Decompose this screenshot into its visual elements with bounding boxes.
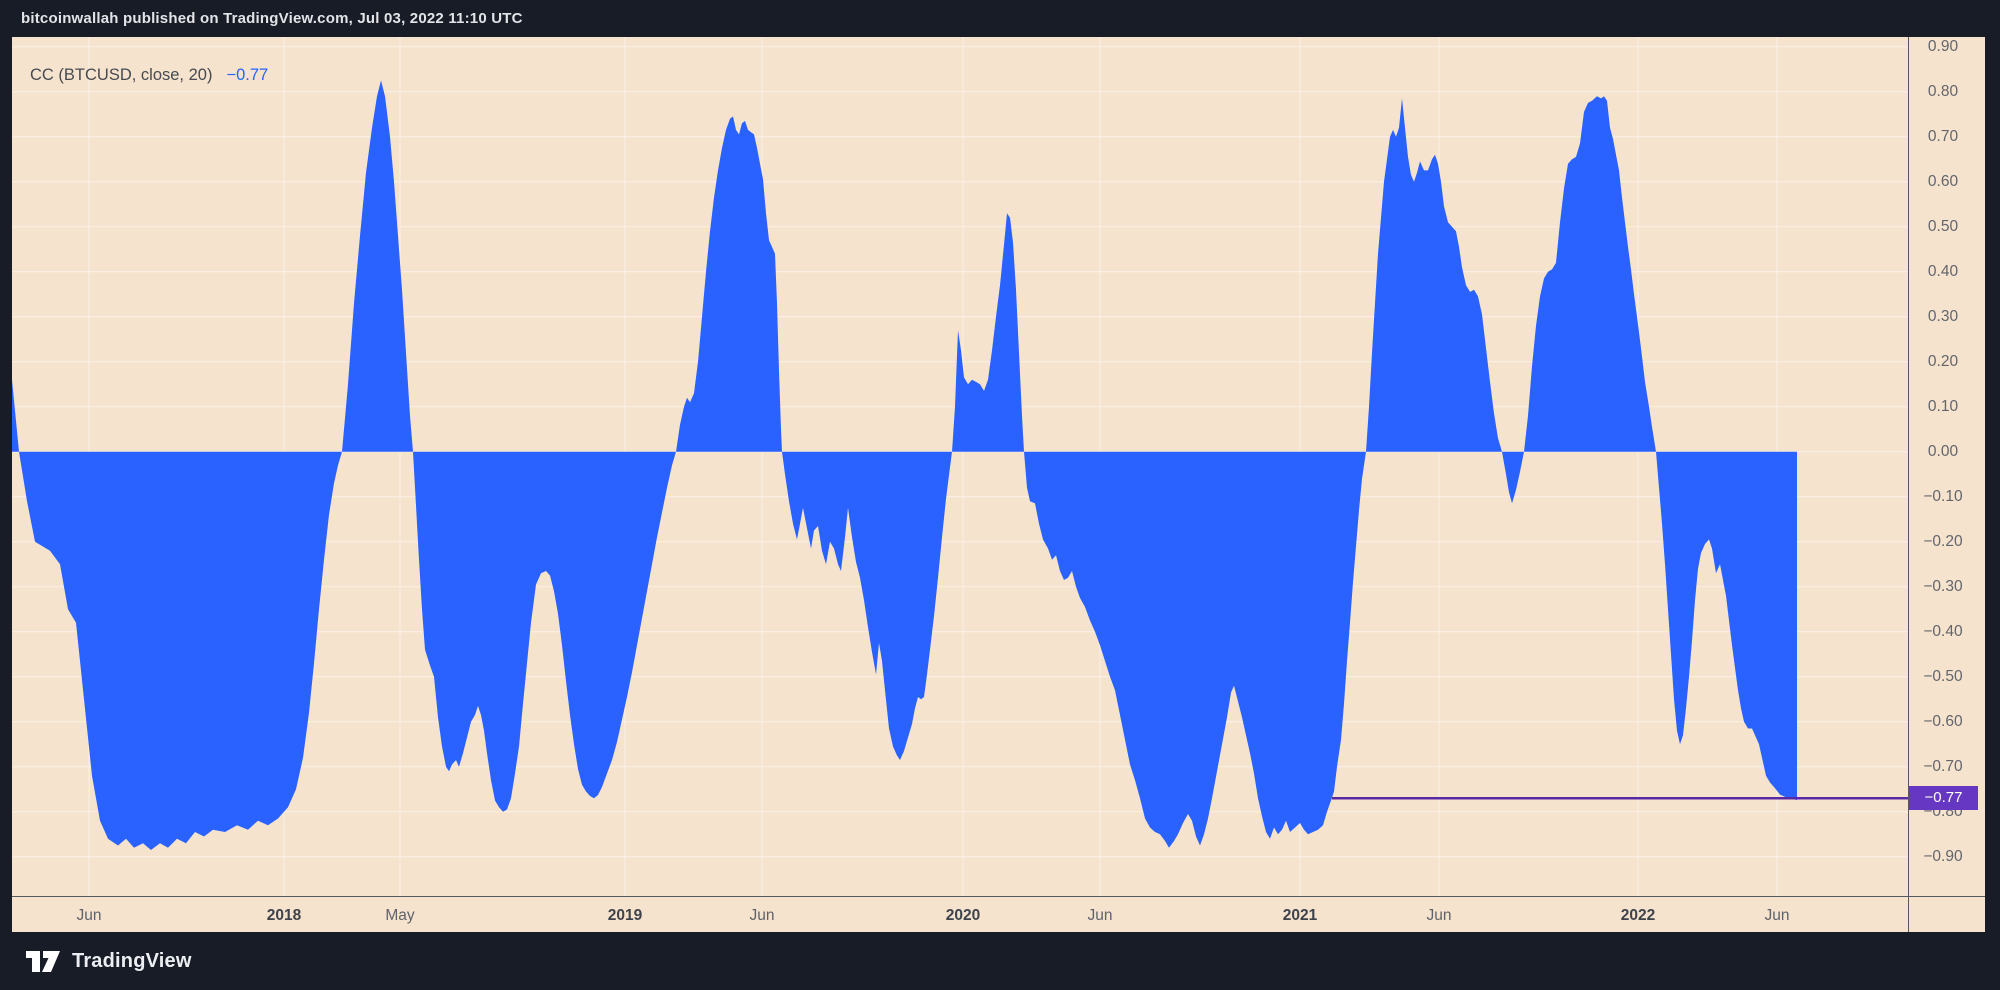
footer-bar: TradingView bbox=[0, 932, 2000, 990]
time-axis-tick: May bbox=[385, 907, 415, 924]
tradingview-logo-icon[interactable] bbox=[26, 950, 60, 972]
axis-vertical-separator bbox=[1908, 37, 1909, 932]
price-axis-tick: 0.20 bbox=[1927, 352, 1959, 370]
publish-header-text: bitcoinwallah published on TradingView.c… bbox=[21, 10, 523, 27]
chart-panel bbox=[12, 37, 1985, 932]
indicator-legend[interactable]: CC (BTCUSD, close, 20) −0.77 bbox=[30, 66, 268, 85]
last-value-badge-text: −0.77 bbox=[1924, 789, 1963, 807]
price-axis-tick: −0.70 bbox=[1923, 757, 1963, 775]
chart-plot-area[interactable] bbox=[12, 37, 1908, 896]
last-value-badge: −0.77 bbox=[1909, 786, 1978, 811]
price-axis-tick: 0.40 bbox=[1927, 262, 1959, 280]
tradingview-brand-text[interactable]: TradingView bbox=[72, 949, 192, 972]
indicator-title: CC (BTCUSD, close, 20) bbox=[30, 66, 213, 84]
time-axis-tick: 2022 bbox=[1620, 907, 1656, 924]
price-axis-tick: −0.20 bbox=[1923, 532, 1963, 550]
time-axis-tick: 2018 bbox=[266, 907, 302, 924]
price-axis-tick: 0.30 bbox=[1927, 307, 1959, 325]
price-axis-tick: −0.30 bbox=[1923, 577, 1963, 595]
price-axis-tick: 0.60 bbox=[1927, 172, 1959, 190]
time-axis-tick: Jun bbox=[76, 907, 102, 924]
price-axis-tick: −0.40 bbox=[1923, 622, 1963, 640]
time-axis-tick: Jun bbox=[1087, 907, 1113, 924]
publish-header: bitcoinwallah published on TradingView.c… bbox=[0, 0, 2000, 37]
time-axis-tick: 2021 bbox=[1282, 907, 1318, 924]
correlation-area-series bbox=[12, 80, 1797, 850]
price-axis-tick: −0.50 bbox=[1923, 667, 1963, 685]
price-axis-tick: 0.90 bbox=[1927, 37, 1959, 55]
price-axis-tick: 0.10 bbox=[1927, 397, 1959, 415]
price-axis-tick: −0.60 bbox=[1923, 712, 1963, 730]
correlation-area-chart bbox=[12, 37, 1908, 896]
price-axis-tick: −0.90 bbox=[1923, 847, 1963, 865]
axis-horizontal-separator bbox=[12, 896, 1985, 897]
time-axis-tick: Jun bbox=[1426, 907, 1452, 924]
price-axis-tick: 0.00 bbox=[1927, 442, 1959, 460]
price-axis-tick: 0.70 bbox=[1927, 127, 1959, 145]
time-axis-tick: Jun bbox=[749, 907, 775, 924]
time-axis-tick: 2019 bbox=[607, 907, 643, 924]
time-axis-tick: 2020 bbox=[945, 907, 981, 924]
price-axis-tick: −0.10 bbox=[1923, 487, 1963, 505]
time-axis-tick: Jun bbox=[1764, 907, 1790, 924]
price-axis-tick: 0.50 bbox=[1927, 217, 1959, 235]
price-axis-tick: 0.80 bbox=[1927, 82, 1959, 100]
indicator-value: −0.77 bbox=[226, 66, 269, 84]
